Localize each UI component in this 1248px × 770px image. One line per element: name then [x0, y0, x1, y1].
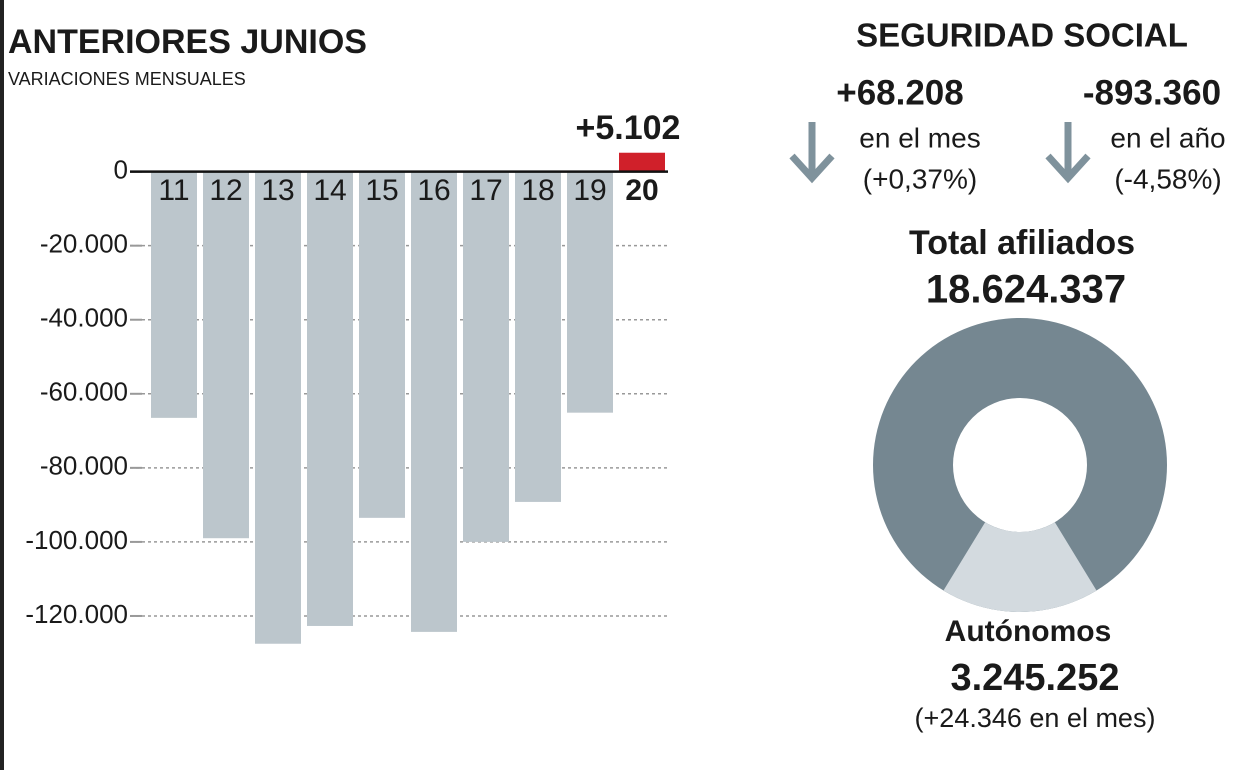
bar: [515, 171, 561, 502]
y-tick-label: -100.000: [25, 525, 128, 555]
bar: [307, 171, 353, 626]
x-tick-label: 15: [365, 174, 398, 207]
y-tick-label: -20.000: [40, 229, 128, 259]
donut-label: Autónomos: [945, 615, 1112, 648]
stat-label: en el año: [1110, 122, 1225, 153]
bar: [463, 171, 509, 542]
x-tick-label: 20: [625, 174, 658, 207]
stat-value: -893.360: [1083, 73, 1221, 112]
stat-label: en el mes: [859, 122, 980, 153]
down-arrow: [789, 122, 1091, 184]
stat-value: +68.208: [836, 73, 964, 112]
section-title: SEGURIDAD SOCIAL: [856, 17, 1188, 54]
y-tick-label: -120.000: [25, 599, 128, 629]
stat-change: (+0,37%): [863, 163, 977, 194]
donut-label: Total afiliados: [909, 224, 1135, 262]
bar: [203, 171, 249, 539]
donut-segment: [943, 522, 1097, 613]
donut-value: 3.245.252: [950, 657, 1119, 699]
x-tick-label: 18: [521, 174, 554, 207]
value-label: +5.102: [576, 109, 681, 147]
x-tick-label: 11: [158, 174, 189, 207]
donut-ring: [873, 318, 1167, 612]
x-tick-label: 14: [313, 174, 346, 207]
x-tick-label: 17: [469, 174, 502, 207]
y-tick-label: -40.000: [40, 303, 128, 333]
x-tick-label: 13: [261, 174, 294, 207]
edge: [0, 0, 4, 770]
y-tick-label: -60.000: [40, 377, 128, 407]
chart-title: ANTERIORES JUNIOS: [8, 23, 367, 61]
x-tick-label: 19: [573, 174, 606, 207]
bar: [567, 171, 613, 413]
bar: [619, 152, 665, 172]
x-tick-label: 16: [417, 174, 450, 207]
donut-annotation: (+24.346 en el mes): [915, 703, 1156, 733]
donut-value: 18.624.337: [926, 268, 1126, 312]
y-tick-label: -80.000: [40, 451, 128, 481]
y-tick-label: 0: [114, 154, 128, 184]
x-tick-label: 12: [209, 174, 242, 207]
bar: [151, 171, 197, 418]
bar: [411, 171, 457, 632]
bar: [359, 171, 405, 518]
chart-subtitle: VARIACIONES MENSUALES: [8, 69, 246, 89]
stat-change: (-4,58%): [1114, 163, 1221, 194]
bar: [255, 171, 301, 644]
